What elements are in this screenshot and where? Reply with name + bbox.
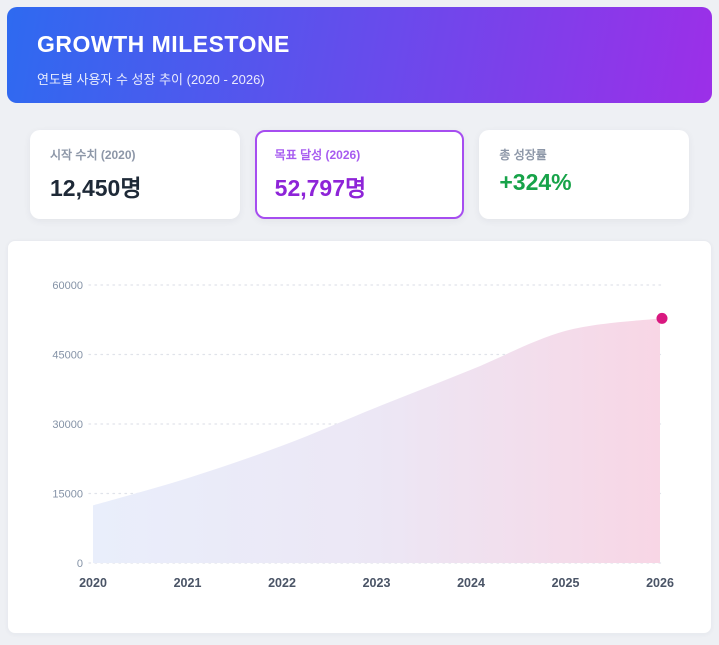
goal-value: 52,797명	[274, 175, 367, 201]
x-tick-label: 2026	[646, 576, 674, 590]
y-tick-label: 45000	[52, 350, 83, 362]
start-value: 12,450명	[50, 175, 142, 201]
header-banner: GROWTH MILESTONE 연도별 사용자 수 성장 추이 (2020 -…	[7, 7, 712, 103]
goal-value-label: 목표 달성 (2026)	[274, 148, 361, 162]
x-tick-label: 2024	[457, 576, 485, 590]
growth-rate-label: 총 성장률	[499, 148, 547, 162]
x-tick-label: 2022	[268, 576, 296, 590]
y-tick-label: 0	[77, 558, 83, 570]
growth-rate-card: 총 성장률 +324%	[479, 130, 690, 219]
y-tick-label: 15000	[52, 489, 83, 501]
stats-row: 시작 수치 (2020) 12,450명 목표 달성 (2026) 52,797…	[30, 130, 690, 219]
x-tick-label: 2025	[552, 576, 580, 590]
growth-rate-value: +324%	[499, 169, 572, 195]
goal-value-card: 목표 달성 (2026) 52,797명	[254, 130, 465, 219]
growth-chart-panel: 0 15000 30000 45000 60000 2020 2021 2022 2023 202…	[7, 240, 712, 634]
start-value-label: 시작 수치 (2020)	[50, 148, 136, 162]
page-title: GROWTH MILESTONE	[37, 31, 290, 57]
x-tick-label: 2020	[79, 576, 107, 590]
y-tick-label: 60000	[52, 280, 83, 292]
start-value-card: 시작 수치 (2020) 12,450명	[30, 130, 240, 219]
x-tick-label: 2021	[174, 576, 202, 590]
y-tick-label: 30000	[52, 419, 83, 431]
growth-area-chart: 0 15000 30000 45000 60000 2020 2021 2022 2023 202…	[52, 280, 674, 590]
page-subtitle: 연도별 사용자 수 성장 추이 (2020 - 2026)	[37, 72, 265, 87]
end-point-marker	[656, 312, 668, 324]
growth-area	[93, 318, 660, 563]
x-tick-label: 2023	[363, 576, 391, 590]
